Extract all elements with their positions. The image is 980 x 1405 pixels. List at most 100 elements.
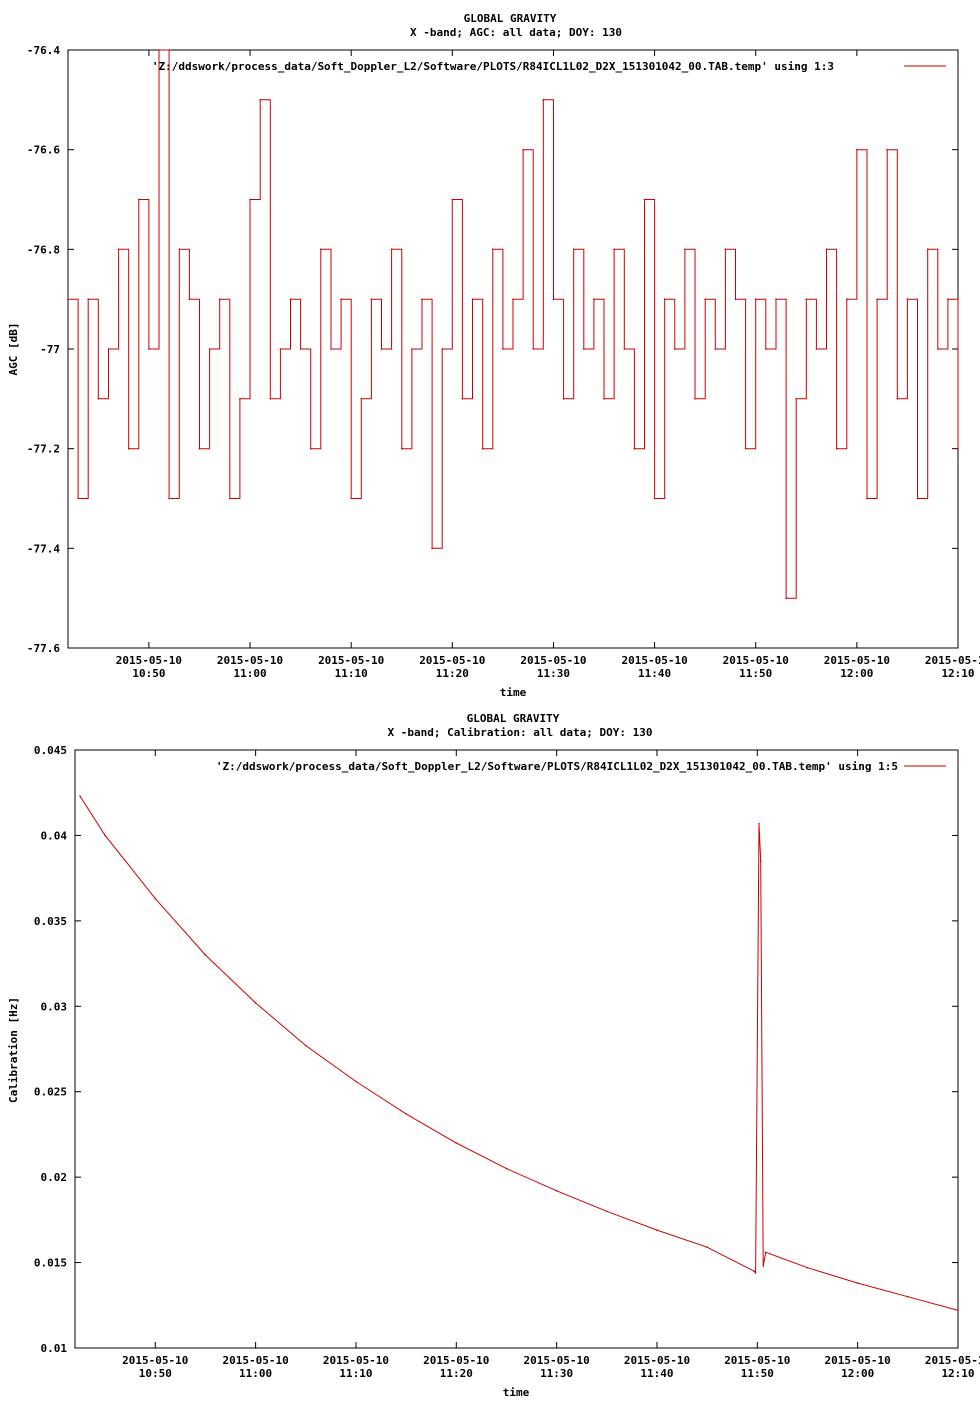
agc-data-point <box>663 298 666 301</box>
agc-y-tick-label: -77 <box>40 343 60 356</box>
agc-data-point <box>198 447 201 450</box>
calibration-x-tick-time: 11:40 <box>640 1367 673 1380</box>
agc-data-point <box>957 447 959 450</box>
calibration-y-tick-label: 0.025 <box>34 1086 67 1099</box>
agc-data-point <box>289 298 292 301</box>
agc-x-tick-date: 2015-05-10 <box>925 654 980 667</box>
agc-x-tick-date: 2015-05-10 <box>723 654 789 667</box>
agc-data-point <box>613 248 615 251</box>
agc-data-point <box>117 248 120 251</box>
agc-data-point <box>623 348 626 350</box>
agc-data-point <box>229 497 231 500</box>
agc-data-point <box>876 298 878 301</box>
agc-x-tick-date: 2015-05-10 <box>621 654 687 667</box>
agc-data-point <box>218 298 221 301</box>
calibration-x-tick-time: 10:50 <box>139 1367 172 1380</box>
agc-data-point <box>552 298 555 301</box>
calibration-x-tick-date: 2015-05-10 <box>925 1354 980 1367</box>
agc-data-point <box>401 447 403 450</box>
calibration-x-tick-date: 2015-05-10 <box>624 1354 690 1367</box>
agc-data-point <box>926 248 929 251</box>
agc-x-tick-date: 2015-05-10 <box>217 654 283 667</box>
agc-data-point <box>340 298 342 301</box>
calibration-data-point <box>606 1210 608 1213</box>
calibration-x-tick-time: 11:10 <box>339 1367 372 1380</box>
calibration-data-point <box>254 1002 257 1004</box>
agc-x-tick-date: 2015-05-10 <box>520 654 586 667</box>
agc-data-point <box>583 348 585 350</box>
calibration-x-tick-date: 2015-05-10 <box>825 1354 891 1367</box>
agc-data-point <box>765 348 767 350</box>
agc-data-point <box>390 248 393 251</box>
agc-data-point <box>148 348 150 350</box>
agc-data-point <box>411 348 413 350</box>
agc-data-point <box>714 348 717 350</box>
calibration-x-tick-date: 2015-05-10 <box>524 1354 590 1367</box>
agc-data-point <box>846 298 848 301</box>
agc-data-point <box>380 348 383 350</box>
calibration-data-point <box>204 954 207 956</box>
calibration-data-point <box>656 1229 658 1231</box>
agc-data-point <box>532 348 534 350</box>
agc-y-tick-label: -76.8 <box>27 243 60 256</box>
calibration-legend-label: 'Z:/ddswork/process_data/Soft_Doppler_L2… <box>216 760 898 773</box>
calibration-y-tick-label: 0.01 <box>41 1342 68 1355</box>
agc-data-point <box>502 348 504 350</box>
agc-data-point <box>754 298 757 301</box>
agc-data-point <box>937 348 939 350</box>
agc-data-point <box>724 248 727 251</box>
calibration-y-tick-label: 0.03 <box>41 1000 68 1013</box>
agc-data-point <box>67 298 69 301</box>
agc-data-point <box>704 298 706 301</box>
agc-data-point <box>421 298 423 301</box>
calibration-data-point <box>505 1167 508 1170</box>
agc-data-point <box>572 248 575 251</box>
agc-y-tick-label: -77.4 <box>27 542 60 555</box>
agc-data-point <box>471 298 474 301</box>
agc-data-point <box>158 49 160 51</box>
agc-y-tick-label: -77.6 <box>27 642 60 655</box>
agc-data-point <box>815 348 818 350</box>
calibration-x-tick-date: 2015-05-10 <box>222 1354 288 1367</box>
agc-data-point <box>684 248 686 251</box>
agc-data-point <box>835 447 838 450</box>
agc-x-tick-date: 2015-05-10 <box>116 654 182 667</box>
agc-data-point <box>653 497 656 500</box>
agc-data-point <box>906 298 909 301</box>
calibration-data-point <box>762 1265 764 1267</box>
agc-data-point <box>785 597 787 599</box>
agc-data-point <box>259 99 262 101</box>
agc-data-point <box>593 298 595 301</box>
agc-x-tick-date: 2015-05-10 <box>318 654 384 667</box>
calibration-plot-frame <box>74 749 959 1349</box>
calibration-data-point <box>759 860 762 862</box>
agc-data-point <box>512 298 514 301</box>
agc-series-points <box>67 49 959 599</box>
agc-data-point <box>330 348 332 350</box>
calibration-y-tick-label: 0.015 <box>34 1257 67 1270</box>
agc-x-axis-label: time <box>500 686 527 699</box>
agc-data-point <box>208 348 211 350</box>
agc-series-line <box>68 49 959 599</box>
agc-data-point <box>431 547 433 550</box>
agc-chart: GLOBAL GRAVITY X -band; AGC: all data; D… <box>7 12 980 699</box>
agc-x-tick-time: 12:00 <box>840 667 873 680</box>
agc-data-point <box>481 447 484 450</box>
agc-data-point <box>562 398 565 400</box>
calibration-data-point <box>706 1246 708 1248</box>
calibration-x-axis-label: time <box>503 1386 530 1399</box>
agc-data-point <box>896 398 899 400</box>
calibration-x-tick-time: 12:00 <box>841 1367 874 1380</box>
agc-x-tick-date: 2015-05-10 <box>824 654 890 667</box>
calibration-y-tick-label: 0.045 <box>34 744 67 757</box>
agc-data-point <box>451 198 454 201</box>
calibration-y-tick-label: 0.035 <box>34 915 67 928</box>
calibration-data-point <box>806 1266 809 1269</box>
agc-data-point <box>97 398 100 400</box>
agc-y-axis-label: AGC [dB] <box>7 323 20 376</box>
calibration-data-point <box>957 1309 959 1312</box>
agc-data-point <box>674 348 676 350</box>
agc-y-tick-label: -76.4 <box>27 44 60 57</box>
